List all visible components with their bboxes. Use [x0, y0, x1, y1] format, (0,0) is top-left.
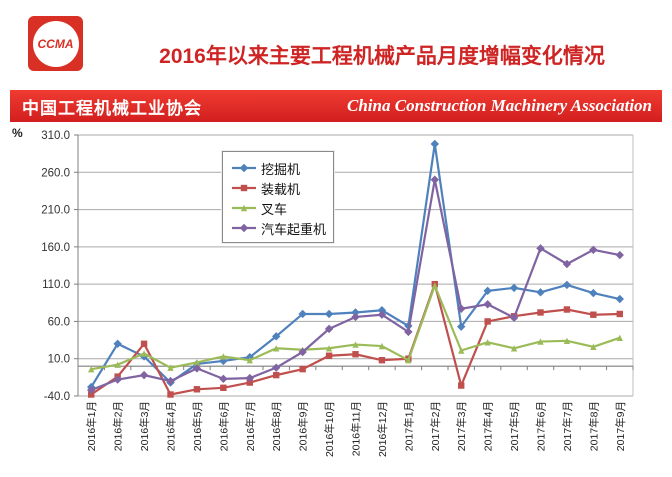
svg-text:2016年7月: 2016年7月	[244, 401, 257, 451]
svg-text:2016年8月: 2016年8月	[270, 401, 283, 451]
legend-label: 汽车起重机	[261, 221, 327, 237]
svg-text:2016年6月: 2016年6月	[217, 401, 230, 451]
svg-text:2017年4月: 2017年4月	[482, 401, 495, 451]
forklift-series-marker-icon	[232, 204, 256, 212]
y-axis-unit-label: %	[12, 126, 23, 140]
svg-text:2017年5月: 2017年5月	[508, 401, 521, 451]
svg-text:2016年1月: 2016年1月	[85, 401, 98, 451]
svg-text:160.0: 160.0	[41, 242, 70, 254]
legend-label: 叉车	[261, 201, 288, 217]
legend-item-loader: 装载机	[231, 178, 327, 198]
legend-label: 挖掘机	[261, 161, 301, 177]
ccma-logo-icon: CCMA	[28, 16, 83, 71]
svg-text:-40.0: -40.0	[44, 391, 70, 403]
svg-text:2016年9月: 2016年9月	[297, 401, 310, 451]
truck-crane-series-marker-icon	[232, 223, 256, 233]
association-banner: 中国工程机械工业协会 China Construction Machinery …	[10, 90, 662, 122]
chart-legend: 挖掘机 装载机 叉车 汽车起重机	[222, 151, 334, 243]
legend-label: 装载机	[261, 181, 301, 197]
banner-chinese-name: 中国工程机械工业协会	[22, 98, 202, 118]
legend-item-truck-crane: 汽车起重机	[231, 218, 327, 238]
ccma-logo-ring: CCMA	[32, 20, 79, 67]
svg-text:2016年4月: 2016年4月	[165, 401, 178, 451]
svg-text:2016年11月: 2016年11月	[350, 401, 363, 456]
svg-text:2017年2月: 2017年2月	[429, 401, 442, 451]
svg-text:2016年5月: 2016年5月	[191, 401, 204, 451]
svg-text:2016年12月: 2016年12月	[376, 401, 389, 457]
svg-text:210.0: 210.0	[41, 205, 70, 217]
svg-text:2017年6月: 2017年6月	[535, 401, 548, 451]
loader-series-marker-icon	[232, 184, 256, 192]
svg-text:2017年1月: 2017年1月	[402, 401, 415, 451]
svg-text:2017年8月: 2017年8月	[587, 401, 600, 451]
page-title: 2016年以来主要工程机械产品月度增幅变化情况	[159, 45, 605, 68]
svg-text:2016年10月: 2016年10月	[323, 401, 336, 457]
banner-english-name: China Construction Machinery Association	[347, 96, 652, 115]
svg-text:2017年3月: 2017年3月	[455, 401, 468, 451]
svg-text:60.0: 60.0	[48, 316, 70, 328]
excavator-series-marker-icon	[232, 163, 256, 173]
legend-item-excavator: 挖掘机	[231, 158, 327, 178]
svg-text:2017年7月: 2017年7月	[561, 401, 574, 451]
svg-text:2016年2月: 2016年2月	[112, 401, 125, 451]
svg-text:2017年9月: 2017年9月	[614, 401, 627, 451]
legend-item-forklift: 叉车	[231, 198, 327, 218]
svg-text:110.0: 110.0	[42, 279, 70, 291]
svg-text:2016年3月: 2016年3月	[138, 401, 151, 451]
ccma-logo-text: CCMA	[37, 36, 74, 51]
svg-text:310.0: 310.0	[41, 130, 70, 142]
svg-text:10.0: 10.0	[48, 354, 70, 366]
svg-text:260.0: 260.0	[41, 167, 70, 179]
